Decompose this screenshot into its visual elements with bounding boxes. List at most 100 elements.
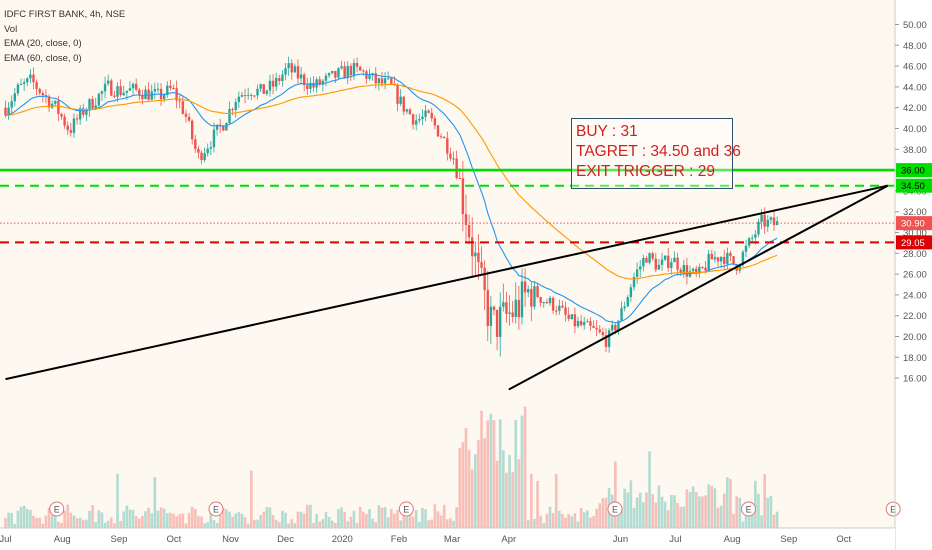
candle-body	[567, 314, 570, 320]
price-tick-label: 40.00	[903, 124, 927, 135]
candle-body	[134, 83, 138, 90]
volume-bar	[44, 515, 48, 528]
volume-bar	[22, 505, 26, 528]
volume-bar	[57, 521, 60, 528]
candle-body	[13, 93, 17, 102]
price-label-36-00: 36.00	[896, 163, 932, 178]
volume-bar	[156, 510, 160, 528]
time-tick-label: Sep	[111, 534, 128, 545]
volume-bar	[719, 505, 723, 528]
volume-bar	[642, 502, 645, 528]
candle-body	[604, 335, 608, 347]
time-tick-label: Dec	[277, 534, 294, 545]
candle-body	[35, 82, 38, 89]
volume-bar	[421, 507, 424, 528]
volume-bar	[470, 469, 474, 528]
earnings-circle	[607, 501, 623, 517]
volume-bar	[97, 510, 101, 528]
volume-bar	[626, 492, 630, 528]
candle-body	[141, 95, 144, 100]
horizontal-levels[interactable]	[0, 168, 895, 244]
volume-bar	[371, 518, 374, 528]
volume-bar	[486, 420, 490, 528]
candle-body	[250, 94, 253, 96]
volume-bar	[498, 419, 502, 528]
candle-body	[439, 136, 443, 138]
candle-body	[446, 138, 449, 154]
earnings-circle	[208, 501, 224, 517]
candle-body	[729, 252, 732, 257]
candle-body	[611, 324, 614, 331]
trendlines[interactable]	[5, 184, 889, 391]
price-label-29-05: 29.05	[896, 235, 932, 250]
candle-body	[346, 65, 349, 78]
candle-body	[527, 289, 530, 293]
legend-ema20[interactable]: EMA (20, close, 0)	[4, 38, 82, 49]
volume-bar	[312, 522, 315, 528]
earnings-label: E	[54, 505, 60, 515]
volume-bar	[256, 519, 259, 528]
volume-bar	[632, 507, 636, 528]
volume-bar	[141, 515, 144, 528]
volume-bar	[707, 484, 710, 528]
volume-bar	[10, 512, 14, 528]
volume-bar	[548, 506, 552, 528]
volume-bar	[551, 513, 555, 528]
candle-body	[657, 264, 661, 270]
volume-bar	[554, 474, 558, 528]
candle-body	[365, 71, 368, 79]
volume-bar	[228, 511, 231, 528]
earnings-marker: E	[741, 501, 757, 517]
volume-bar	[330, 520, 334, 528]
trade-note-box[interactable]: BUY : 31 TAGRET : 34.50 and 36 EXIT TRIG…	[571, 118, 741, 189]
volume-bar	[427, 520, 430, 528]
volume-bar	[489, 413, 493, 528]
earnings-marker: E	[208, 501, 224, 517]
volume-bar	[340, 507, 343, 528]
volume-bar	[274, 519, 278, 528]
price-label-text: 34.50	[901, 181, 925, 192]
candle-body	[172, 88, 175, 90]
candle-body	[268, 80, 272, 91]
candle-body	[231, 109, 234, 111]
volume-bar	[495, 460, 499, 528]
time-axis[interactable]: Jul Aug Sep Oct Nov Dec 2020 Feb Mar Apr Jun Jul Aug…	[0, 527, 895, 550]
candle-body	[415, 120, 418, 125]
volume-bar	[710, 485, 714, 528]
candle-body	[290, 63, 293, 73]
volume-bar	[218, 504, 222, 528]
legend-symbol[interactable]: IDFC FIRST BANK, 4h, NSE	[4, 9, 126, 20]
candle-body	[769, 217, 773, 220]
candle-body	[651, 253, 654, 259]
time-tick-label: Apr	[501, 534, 516, 545]
candle-body	[246, 94, 250, 96]
volume-bar	[530, 473, 533, 528]
volume-bar	[411, 516, 415, 528]
volume-bar	[193, 509, 197, 528]
candle-body	[116, 86, 119, 97]
price-axis[interactable]: 16.00 18.00 20.00 22.00 24.00 26.00 28.00 30.00…	[894, 0, 932, 550]
candle-body	[607, 330, 611, 347]
candle-body	[424, 110, 427, 117]
volume-bar	[508, 455, 511, 528]
volume-bar	[271, 515, 275, 528]
earnings-label: E	[213, 505, 219, 515]
candle-body	[421, 116, 424, 120]
candle-body	[240, 95, 244, 97]
legend-volume[interactable]: Vol	[4, 23, 18, 35]
volume-bar	[424, 509, 427, 528]
legend-ema60[interactable]: EMA (60, close, 0)	[4, 52, 82, 64]
volume-bar	[502, 450, 505, 528]
candle-body	[648, 253, 651, 263]
candle-body	[741, 251, 745, 266]
volume-bar	[150, 513, 154, 528]
candle-body	[679, 269, 682, 273]
candle-body	[548, 297, 552, 304]
volume-bar	[153, 477, 157, 528]
candle-body	[520, 281, 524, 318]
volume-bar	[582, 512, 586, 528]
candle-body	[542, 302, 545, 304]
volume-bar	[511, 472, 514, 528]
